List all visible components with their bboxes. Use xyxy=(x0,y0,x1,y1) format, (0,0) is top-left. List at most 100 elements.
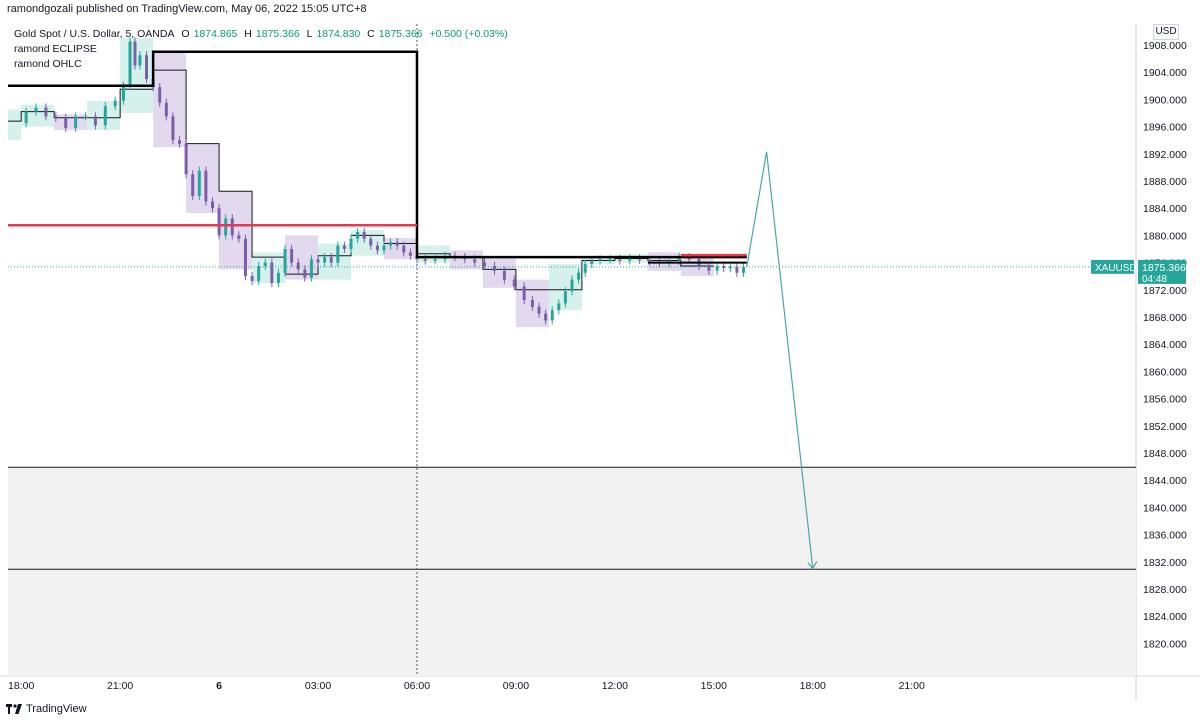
candle-body xyxy=(138,55,142,66)
y-tick-label: 1848.000 xyxy=(1143,448,1187,460)
candle-body xyxy=(608,259,612,261)
candle-body xyxy=(728,266,732,269)
candle-body xyxy=(323,257,327,263)
candle-body xyxy=(389,242,393,246)
legend-o-label: O xyxy=(181,28,190,40)
candle-body xyxy=(512,279,516,287)
candle-body xyxy=(557,303,561,311)
candle-body xyxy=(204,170,208,202)
candle-body xyxy=(362,232,366,239)
candle-body xyxy=(263,262,267,266)
legend-symbol[interactable]: Gold Spot / U.S. Dollar, 5, OANDA xyxy=(14,28,175,40)
candle-body xyxy=(54,116,58,118)
candle-body xyxy=(121,85,125,101)
candle-body xyxy=(290,249,294,263)
y-tick-label: 1900.000 xyxy=(1143,94,1187,106)
currency-button[interactable]: USD xyxy=(1153,24,1179,40)
y-tick-label: 1904.000 xyxy=(1143,67,1187,79)
legend-indicator-eclipse[interactable]: ramond ECLIPSE xyxy=(14,43,97,55)
candle-body xyxy=(375,245,379,251)
y-tick-label: 1832.000 xyxy=(1143,557,1187,569)
publish-header: ramondgozali published on TradingView.co… xyxy=(7,3,367,15)
candle-body xyxy=(382,245,386,251)
candle-body xyxy=(715,266,719,271)
y-tick-label: 1852.000 xyxy=(1143,421,1187,433)
candle-body xyxy=(402,245,406,253)
candle-body xyxy=(133,41,137,66)
candle-body xyxy=(257,266,261,281)
candle-body xyxy=(483,262,487,266)
y-tick-label: 1864.000 xyxy=(1143,339,1187,351)
candle-body xyxy=(303,269,307,278)
candle-body xyxy=(638,258,642,261)
candle-body xyxy=(583,263,587,273)
candle-body xyxy=(530,300,534,307)
candle-body xyxy=(270,262,274,283)
symbol-tag-bg xyxy=(1091,259,1134,274)
candle-body xyxy=(309,259,313,278)
candle-body xyxy=(93,116,97,126)
candle-body xyxy=(563,291,567,304)
candle-body xyxy=(316,259,320,263)
candle-body xyxy=(598,259,602,261)
range-box xyxy=(318,243,352,280)
candle-body xyxy=(577,272,581,280)
range-box xyxy=(219,191,253,270)
candle-body xyxy=(618,259,622,261)
candle-body xyxy=(648,259,652,262)
last-price-value: 1875.366 xyxy=(1142,262,1186,274)
y-tick-label: 1872.000 xyxy=(1143,285,1187,297)
legend-indicator-ohlc[interactable]: ramond OHLC xyxy=(14,58,82,70)
x-tick-label: 06:00 xyxy=(404,680,430,692)
legend-symbol-row: Gold Spot / U.S. Dollar, 5, OANDA O 1874.… xyxy=(14,27,516,42)
candle-body xyxy=(296,262,300,270)
legend-change: +0.500 (+0.03%) xyxy=(429,28,508,40)
candle-body xyxy=(550,310,554,321)
candle-body xyxy=(742,266,746,273)
legend-h-label: H xyxy=(244,28,252,40)
x-tick-label: 09:00 xyxy=(503,680,529,692)
range-box xyxy=(647,252,681,271)
legend-l-label: L xyxy=(306,28,313,40)
y-tick-label: 1868.000 xyxy=(1143,312,1187,324)
candle-body xyxy=(408,252,412,256)
y-tick-label: 1880.000 xyxy=(1143,230,1187,242)
candle-body xyxy=(103,106,107,126)
chart-legend: Gold Spot / U.S. Dollar, 5, OANDA O 1874.… xyxy=(14,27,516,72)
y-tick-label: 1824.000 xyxy=(1143,611,1187,623)
legend-open: 1874.865 xyxy=(193,28,238,40)
candle-body xyxy=(210,201,214,209)
candle-body xyxy=(158,87,162,103)
legend-low: 1874.830 xyxy=(316,28,361,40)
candle-body xyxy=(356,232,360,239)
range-box xyxy=(54,114,88,130)
symbol-tag: XAUUSD xyxy=(1091,259,1137,274)
candle-body xyxy=(395,242,399,246)
range-box xyxy=(8,109,22,141)
x-tick-label: 18:00 xyxy=(8,680,34,692)
candle-body xyxy=(164,102,168,117)
candle-body xyxy=(537,306,541,314)
last-price-tag-bg xyxy=(1138,259,1186,284)
range-box xyxy=(482,258,516,288)
legend-values: O 1874.865 H 1875.366 L 1874.830 C 1875.366 … xyxy=(181,28,511,40)
y-tick-label: 1892.000 xyxy=(1143,149,1187,161)
candle-body xyxy=(184,143,188,175)
candle-body xyxy=(433,259,437,261)
forecast-arrow xyxy=(746,151,814,569)
candle-body xyxy=(349,238,353,249)
candle-body xyxy=(369,238,373,246)
candle-body xyxy=(230,218,234,236)
candle-body xyxy=(707,266,711,271)
candle-body xyxy=(329,257,333,263)
symbol-tag-label: XAUUSD xyxy=(1095,263,1137,274)
candle-body xyxy=(171,116,175,141)
y-tick-label: 1840.000 xyxy=(1143,502,1187,514)
candle-body xyxy=(74,116,78,128)
eclipse-line xyxy=(8,50,747,259)
legend-high: 1875.366 xyxy=(255,28,300,40)
candle-body xyxy=(113,100,117,107)
legend-close: 1875.366 xyxy=(378,28,423,40)
